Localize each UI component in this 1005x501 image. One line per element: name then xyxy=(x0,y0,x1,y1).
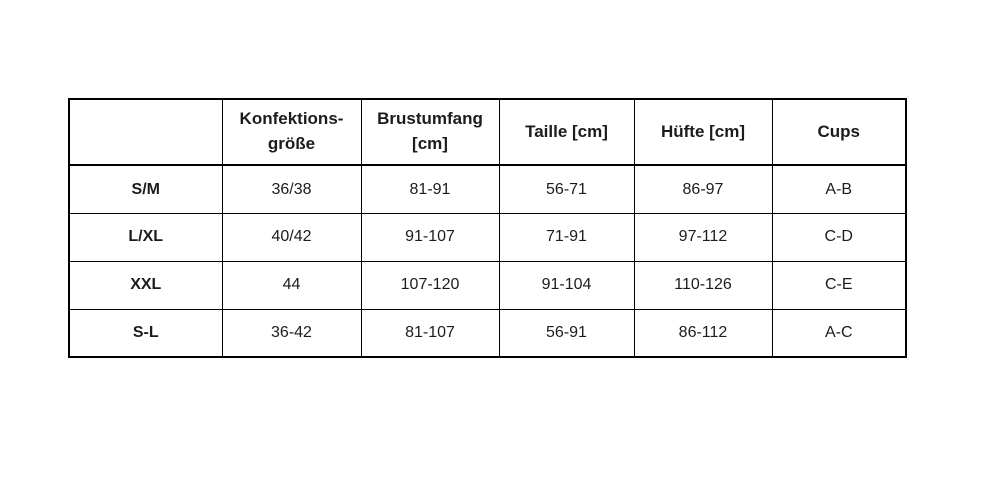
table-cell: 110-126 xyxy=(633,260,773,310)
header-cell-taille: Taille [cm] xyxy=(498,98,635,166)
table-cell: 86-97 xyxy=(633,164,773,214)
row-label: S-L xyxy=(68,308,223,358)
table-cell: 91-107 xyxy=(360,212,500,262)
table-cell: 56-71 xyxy=(498,164,635,214)
row-label: XXL xyxy=(68,260,223,310)
table-cell: 91-104 xyxy=(498,260,635,310)
table-cell: C-D xyxy=(771,212,907,262)
table-row-lxl: L/XL 40/42 91-107 71-91 97-112 C-D xyxy=(68,212,907,262)
table-cell: 56-91 xyxy=(498,308,635,358)
table-header-row: Konfektions- größe Brustumfang [cm] Tail… xyxy=(68,98,907,166)
table-cell: 36/38 xyxy=(221,164,362,214)
header-cell-brustumfang: Brustumfang [cm] xyxy=(360,98,500,166)
table-cell: 107-120 xyxy=(360,260,500,310)
size-table: Konfektions- größe Brustumfang [cm] Tail… xyxy=(68,98,907,358)
table-cell: C-E xyxy=(771,260,907,310)
header-cell-cups: Cups xyxy=(771,98,907,166)
header-cell-empty xyxy=(68,98,223,166)
table-cell: 86-112 xyxy=(633,308,773,358)
table-row-sm: S/M 36/38 81-91 56-71 86-97 A-B xyxy=(68,164,907,214)
table-cell: 44 xyxy=(221,260,362,310)
table-cell: 71-91 xyxy=(498,212,635,262)
table-cell: 40/42 xyxy=(221,212,362,262)
header-cell-konfektionsgroesse: Konfektions- größe xyxy=(221,98,362,166)
table-cell: 81-107 xyxy=(360,308,500,358)
table-cell: A-C xyxy=(771,308,907,358)
table-cell: A-B xyxy=(771,164,907,214)
row-label: S/M xyxy=(68,164,223,214)
row-label: L/XL xyxy=(68,212,223,262)
table-cell: 97-112 xyxy=(633,212,773,262)
header-cell-huefte: Hüfte [cm] xyxy=(633,98,773,166)
table-cell: 81-91 xyxy=(360,164,500,214)
table-row-sl: S-L 36-42 81-107 56-91 86-112 A-C xyxy=(68,308,907,358)
table-row-xxl: XXL 44 107-120 91-104 110-126 C-E xyxy=(68,260,907,310)
table-cell: 36-42 xyxy=(221,308,362,358)
